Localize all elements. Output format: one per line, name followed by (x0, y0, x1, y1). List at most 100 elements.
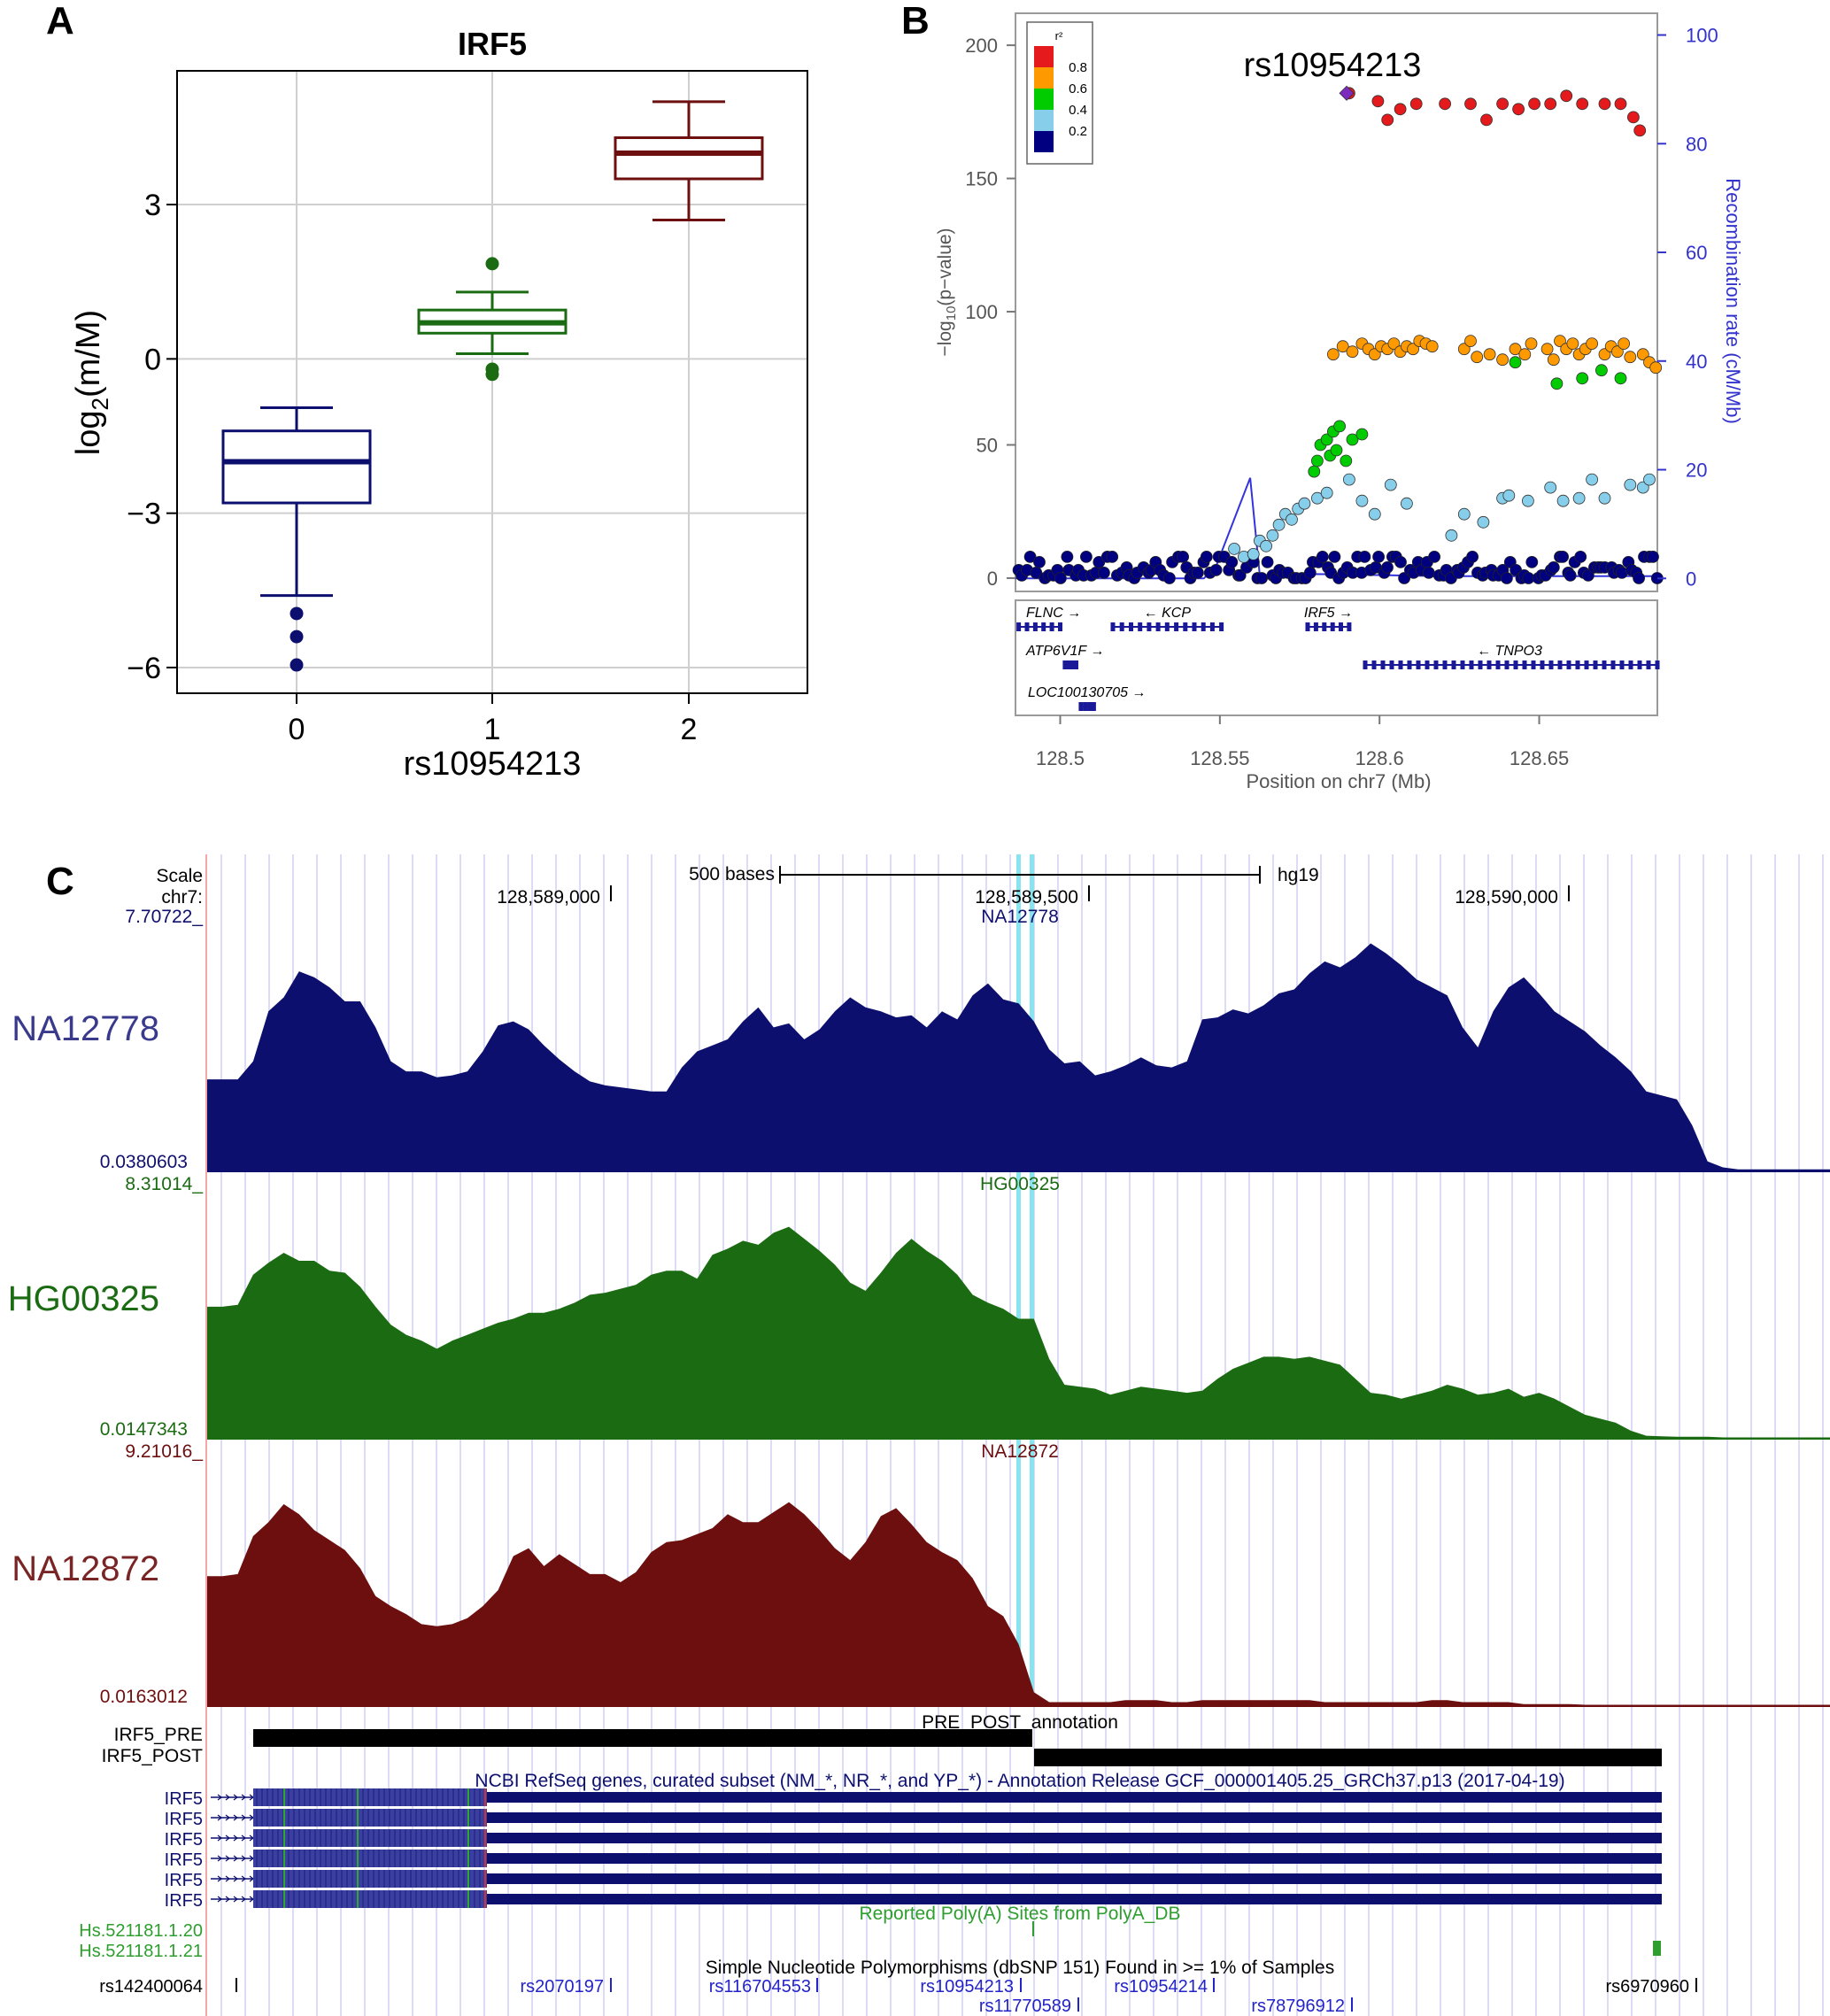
refseq-strand-arrow (217, 1814, 222, 1821)
ld-point (1611, 345, 1624, 359)
ld-point (1595, 364, 1608, 377)
panel-a-iqr-box (221, 429, 372, 505)
coverage-sample-label: HG00325 (8, 1279, 159, 1318)
ld-point (1368, 348, 1381, 361)
low-ld-point (1428, 551, 1440, 563)
ld-point (1522, 494, 1534, 507)
refseq-utr-block (487, 1812, 1662, 1823)
gene-exon (1058, 622, 1062, 631)
ld-point (1247, 548, 1260, 560)
ld-point (1509, 343, 1522, 356)
panel-a-iqr-box (614, 136, 764, 181)
snp-rs10954213[interactable]: rs10954213 (920, 1977, 1014, 1997)
snp-right-id: rs6970960 (1605, 1977, 1689, 1997)
gene-exon (1074, 660, 1078, 669)
ld-point (1330, 444, 1343, 457)
panel-b-y2-tick-label: 0 (1686, 568, 1696, 590)
snp-rs78796912[interactable]: rs78796912 (1251, 1997, 1345, 2016)
refseq-strand-arrow (241, 1794, 246, 1801)
gene-exon (1138, 622, 1143, 631)
assembly-label: hg19 (1278, 865, 1319, 885)
panel-a-x-ticks: 0 1 2 (289, 693, 697, 746)
panel-a-outlier (290, 658, 304, 672)
panel-b-x-tick-label: 128.55 (1190, 747, 1249, 769)
low-ld-point (1255, 572, 1268, 584)
gene-exon (1339, 622, 1343, 631)
refseq-strand-arrow (241, 1834, 246, 1842)
gene-exon (1504, 660, 1510, 669)
low-ld-point (1556, 551, 1569, 563)
scale-label: Scale (156, 866, 203, 886)
panel-a: A IRF5 −6 −3 0 3 0 1 2 rs10954213 log2(m/M) (46, 0, 808, 783)
snp-rs10954214[interactable]: rs10954214 (1114, 1977, 1208, 1997)
legend-bin-label: 0.8 (1069, 60, 1087, 75)
refseq-strand-arrow (233, 1814, 238, 1821)
coverage-area (207, 1502, 1830, 1706)
low-ld-point (1225, 556, 1239, 568)
refseq-strand-arrow (241, 1814, 246, 1821)
coverage-sample-label: NA12872 (12, 1549, 159, 1588)
ld-point (1614, 372, 1627, 385)
ld-point (1355, 494, 1369, 507)
panel-b-legend: r² 0.8 0.6 0.4 0.2 (1026, 21, 1093, 165)
ld-point (1260, 539, 1272, 552)
annotation-pre-bar (253, 1729, 1032, 1747)
ld-point (1496, 353, 1509, 367)
gene-exon (1619, 660, 1625, 669)
panel-a-outlier (290, 630, 304, 644)
refseq-strand-arrow (233, 1875, 238, 1882)
gene-exon (1548, 660, 1554, 669)
refseq-strand-arrow (225, 1834, 230, 1842)
coverage-min-label: 0.0163012 (100, 1687, 188, 1707)
ld-point (1387, 337, 1401, 351)
low-ld-point (1525, 556, 1539, 568)
gene-exon (1575, 660, 1580, 669)
panel-a-box-2 (614, 100, 764, 221)
ld-point (1286, 513, 1298, 526)
refseq-cds-block (253, 1850, 487, 1867)
gene-exon (1049, 622, 1054, 631)
panel-a-y-tick-label: −6 (127, 652, 161, 685)
gene-exon (1174, 622, 1179, 631)
snp-highlight-left (1016, 854, 1021, 1704)
refseq-transcript: IRF5 (165, 1850, 1662, 1870)
ld-point (1598, 97, 1611, 111)
gene-exon (1164, 622, 1170, 631)
ld-point (1649, 361, 1663, 375)
coverage-track-title: NA12872 (981, 1441, 1059, 1462)
low-ld-point (1054, 572, 1067, 584)
panel-b-y2-ticks: 0 20 40 60 80 100 (1657, 25, 1718, 590)
snp-title: Simple Nucleotide Polymorphisms (dbSNP 1… (706, 1958, 1334, 1978)
ld-point (1636, 481, 1649, 494)
ld-point (1643, 473, 1656, 486)
panel-a-x-label: rs10954213 (404, 745, 582, 783)
coverage-min-label: 0.0380603 (100, 1152, 188, 1172)
ld-point (1636, 348, 1649, 361)
ld-point (1320, 433, 1333, 446)
ld-point (1298, 497, 1311, 510)
snp-rs116704553[interactable]: rs116704553 (709, 1977, 811, 1997)
refseq-cds-block (253, 1870, 487, 1888)
snp-rs11770589[interactable]: rs11770589 (979, 1997, 1071, 2016)
gene-KCP: ← KCP (1110, 606, 1224, 631)
panel-b-points (1012, 85, 1664, 584)
panel-b-y2-tick-label: 60 (1686, 242, 1707, 264)
ld-point (1477, 515, 1490, 529)
low-ld-point (1574, 551, 1587, 563)
ld-point (1528, 97, 1540, 111)
gene-exon (1016, 622, 1022, 631)
gene-label: LOC100130705 → (1028, 685, 1146, 700)
ld-point (1343, 473, 1355, 486)
low-ld-point (1192, 567, 1204, 579)
gene-exon (1646, 660, 1651, 669)
ld-point (1409, 97, 1423, 111)
gene-exon (1313, 622, 1318, 631)
legend-swatch (1034, 67, 1054, 89)
panel-b-gene-frame (1015, 599, 1658, 716)
legend-swatch (1034, 110, 1054, 131)
chrom-label: chr7: (161, 887, 203, 908)
snp-rs2070197[interactable]: rs2070197 (520, 1977, 604, 1997)
ld-point (1368, 507, 1381, 521)
